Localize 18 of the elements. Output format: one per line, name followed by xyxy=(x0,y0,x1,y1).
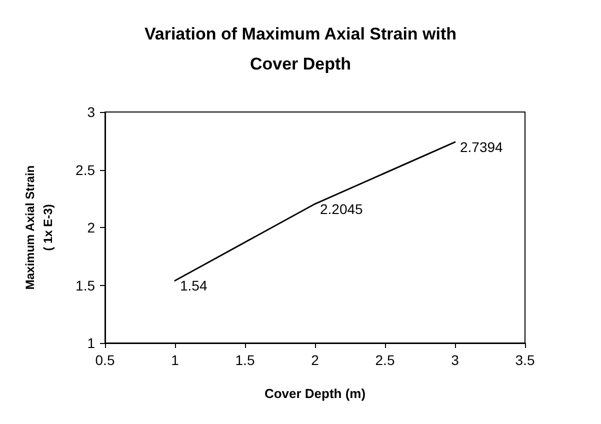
y-tick-label: 2 xyxy=(87,220,96,236)
chart-title: Variation of Maximum Axial Strain with Cover Depth xyxy=(144,24,457,74)
x-tick-label: 1.5 xyxy=(235,352,255,368)
data-label: 1.54 xyxy=(180,278,208,294)
x-axis-title: Cover Depth (m) xyxy=(264,386,366,401)
x-tick-label: 1 xyxy=(171,352,180,368)
y-tick-label: 1.5 xyxy=(76,277,96,294)
x-tick-label: 0.5 xyxy=(95,352,115,368)
data-label: 2.2045 xyxy=(320,200,364,217)
x-tick-label: 2.5 xyxy=(375,352,395,368)
y-tick-label: 2.5 xyxy=(76,162,96,178)
y-tick-label: 3 xyxy=(87,104,96,120)
x-tick-label: 2 xyxy=(311,352,320,368)
x-tick-label: 3.5 xyxy=(515,352,535,368)
data-label: 2.7394 xyxy=(460,139,504,156)
y-tick-label: 1 xyxy=(87,335,96,351)
y-axis-title: Maximum Axial Strain ( 1x E-3) xyxy=(23,165,55,290)
x-tick-label: 3 xyxy=(451,352,460,368)
